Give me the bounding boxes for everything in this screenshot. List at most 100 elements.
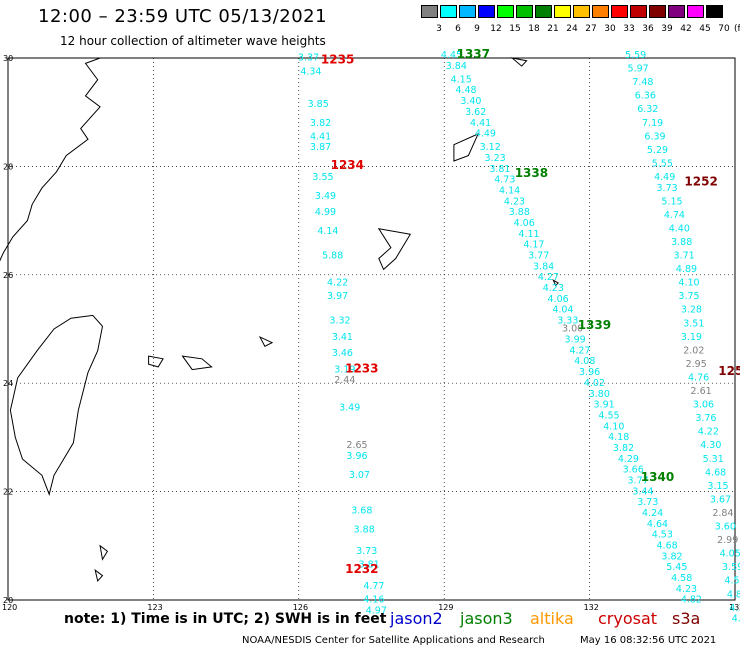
scale-swatch-9 xyxy=(459,5,476,18)
scale-label: 6 xyxy=(455,24,461,34)
lon-label: 132 xyxy=(584,603,599,612)
wave-height-value: 3.77 xyxy=(628,476,649,487)
wave-height-value: 4.41 xyxy=(310,131,331,142)
wave-height-value: 3.66 xyxy=(623,465,644,476)
lat-label: 26 xyxy=(3,271,13,280)
wave-height-value: 3.59 xyxy=(722,562,740,573)
wave-height-value: 3.77 xyxy=(528,251,549,262)
wave-height-value: 4.23 xyxy=(676,584,697,595)
wave-height-value: 3.15 xyxy=(707,481,728,492)
amami-outline xyxy=(453,132,480,162)
wave-height-value: 5.59 xyxy=(625,50,646,61)
wave-height-value: 6.36 xyxy=(635,91,656,102)
islet xyxy=(94,568,104,583)
wave-height-value: 3.82 xyxy=(310,118,331,129)
wave-height-value: 3.06 xyxy=(693,400,714,411)
scale-swatch-6 xyxy=(440,5,457,18)
wave-height-value: 4.22 xyxy=(327,278,348,289)
pass-number-label: 1235 xyxy=(321,52,354,66)
wave-height-value: 4.15 xyxy=(451,74,472,85)
wave-height-value: 3.96 xyxy=(579,367,600,378)
legend-jason3: jason3 xyxy=(460,609,513,628)
wave-height-value: 4.97 xyxy=(366,606,387,617)
wave-height-value: 2.44 xyxy=(334,375,355,386)
wave-height-value: 3.23 xyxy=(485,153,506,164)
wave-height-value: 3.96 xyxy=(346,451,367,462)
wave-height-value: 7.48 xyxy=(632,77,653,88)
batanes-outline xyxy=(99,544,109,561)
islet xyxy=(510,57,528,67)
daito-outline xyxy=(552,279,559,287)
pass-number-label: 1251 xyxy=(718,364,740,378)
scale-swatch-24 xyxy=(554,5,571,18)
wave-height-value: 4.40 xyxy=(669,223,690,234)
scale-swatch-21 xyxy=(535,5,552,18)
wave-height-value: 3.68 xyxy=(351,505,372,516)
lon-label: 123 xyxy=(147,603,162,612)
lat-label: 24 xyxy=(3,379,13,388)
credit-line: NOAA/NESDIS Center for Satellite Applica… xyxy=(242,635,545,646)
wave-height-value: 4.23 xyxy=(732,614,740,625)
china-coastline xyxy=(0,57,101,262)
wave-height-value: 4.23 xyxy=(543,283,564,294)
wave-height-value: 3.97 xyxy=(327,291,348,302)
wave-height-value: 4.04 xyxy=(552,305,573,316)
ishigaki-outline xyxy=(181,355,213,371)
wave-height-value: 3.60 xyxy=(715,522,736,533)
wave-height-value: 3.32 xyxy=(329,316,350,327)
wave-height-value: 4.45 xyxy=(441,50,462,61)
wave-height-value: 3.49 xyxy=(339,402,360,413)
scale-swatch-18 xyxy=(516,5,533,18)
scale-label: 70 xyxy=(718,24,730,34)
wave-height-value: 4.27 xyxy=(538,272,559,283)
wave-height-value: 4.16 xyxy=(363,595,384,606)
wave-height-value: 5.15 xyxy=(661,196,682,207)
scale-swatch-27 xyxy=(573,5,590,18)
wave-height-value: 4.99 xyxy=(315,207,336,218)
lon-label: 135 xyxy=(729,603,740,612)
wave-height-value: 4.34 xyxy=(300,66,321,77)
wave-height-value: 4.54 xyxy=(724,576,740,587)
wave-height-value: 4.49 xyxy=(475,129,496,140)
wave-height-value: 4.08 xyxy=(574,356,595,367)
scale-label: 3 xyxy=(436,24,442,34)
wave-height-value: 3.19 xyxy=(334,364,355,375)
wave-height-value: 4.89 xyxy=(676,264,697,275)
wave-height-value: 4.06 xyxy=(548,294,569,305)
wave-height-value: 5.31 xyxy=(703,454,724,465)
pass-number-label: 1339 xyxy=(578,318,611,332)
scale-label: 39 xyxy=(661,24,673,34)
scale-swatch-39 xyxy=(649,5,666,18)
wave-height-value: 4.27 xyxy=(569,345,590,356)
taiwan-outline xyxy=(9,314,104,496)
generated-timestamp: May 16 08:32:56 UTC 2021 xyxy=(580,635,717,646)
wave-height-value: 2.99 xyxy=(717,535,738,546)
wave-height-value: 3.76 xyxy=(695,413,716,424)
wave-height-value: 3.12 xyxy=(480,142,501,153)
legend-s3a: s3a xyxy=(672,609,701,628)
scale-label: 18 xyxy=(528,24,540,34)
wave-height-value: 3.55 xyxy=(312,172,333,183)
scale-swatch-33 xyxy=(611,5,628,18)
scale-swatch-3 xyxy=(421,5,438,18)
pass-number-label: 1232 xyxy=(345,562,378,576)
scale-label: 36 xyxy=(642,24,654,34)
wave-height-value: 3.91 xyxy=(594,400,615,411)
wave-height-value: 4.68 xyxy=(657,541,678,552)
wave-height-value: 3.81 xyxy=(359,560,380,571)
pass-number-label: 1233 xyxy=(345,361,378,375)
wave-height-value: 4.18 xyxy=(608,432,629,443)
wave-height-value: 4.06 xyxy=(514,218,535,229)
wave-height-value: 5.55 xyxy=(652,158,673,169)
wave-height-value: 4.24 xyxy=(642,508,663,519)
wave-height-value: 3.82 xyxy=(661,551,682,562)
legend-altika: altika xyxy=(530,609,574,628)
wave-height-value: 4.82 xyxy=(681,595,702,606)
wave-height-value: 3.28 xyxy=(681,305,702,316)
scale-swatch-12 xyxy=(478,5,495,18)
wave-height-value: 5.45 xyxy=(666,562,687,573)
wave-height-value: 4.73 xyxy=(494,175,515,186)
wave-height-value: 4.55 xyxy=(598,410,619,421)
wave-height-value: 3.87 xyxy=(310,142,331,153)
